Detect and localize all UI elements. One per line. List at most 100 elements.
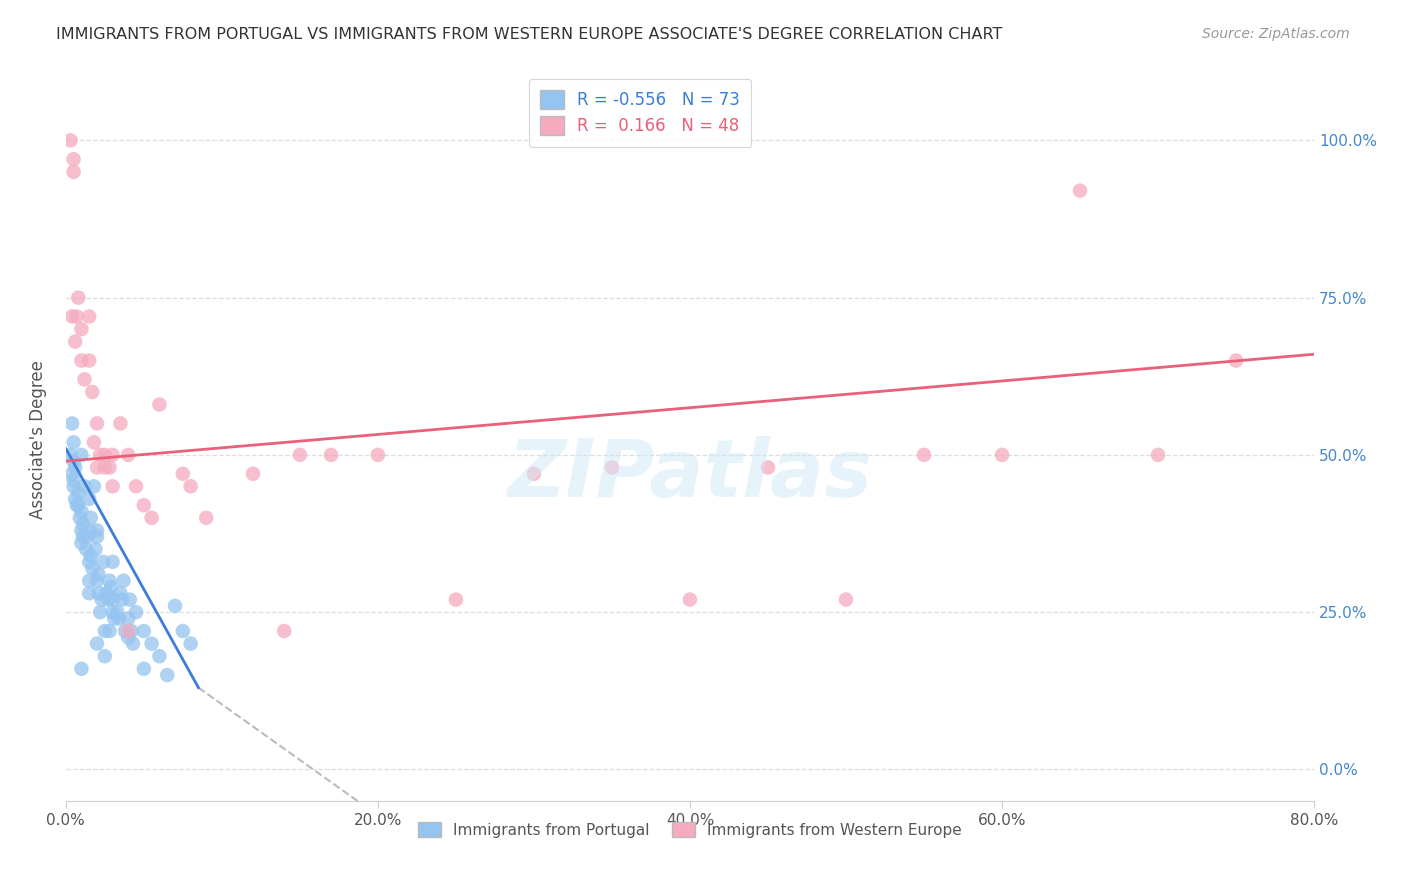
- Point: [756, 460, 779, 475]
- Point: [112, 574, 135, 588]
- Point: [132, 498, 155, 512]
- Point: [195, 510, 218, 524]
- Point: [122, 637, 145, 651]
- Point: [59, 133, 82, 147]
- Point: [86, 530, 108, 544]
- Point: [120, 624, 142, 638]
- Point: [163, 599, 186, 613]
- Point: [82, 384, 104, 399]
- Point: [67, 291, 90, 305]
- Point: [60, 310, 83, 324]
- Point: [77, 555, 100, 569]
- Point: [90, 592, 112, 607]
- Point: [141, 637, 163, 651]
- Point: [991, 448, 1014, 462]
- Point: [114, 624, 136, 638]
- Point: [91, 555, 114, 569]
- Point: [62, 473, 84, 487]
- Point: [62, 165, 84, 179]
- Point: [80, 510, 103, 524]
- Point: [110, 586, 132, 600]
- Point: [101, 592, 124, 607]
- Point: [132, 662, 155, 676]
- Point: [62, 152, 84, 166]
- Point: [141, 510, 163, 524]
- Point: [117, 630, 139, 644]
- Point: [94, 448, 117, 462]
- Point: [86, 460, 108, 475]
- Point: [600, 460, 623, 475]
- Point: [148, 398, 170, 412]
- Point: [73, 479, 96, 493]
- Point: [66, 498, 89, 512]
- Text: ZIPatlas: ZIPatlas: [508, 436, 873, 515]
- Point: [77, 491, 100, 506]
- Point: [108, 611, 131, 625]
- Point: [86, 524, 108, 538]
- Point: [59, 448, 82, 462]
- Point: [75, 542, 97, 557]
- Point: [101, 605, 124, 619]
- Point: [101, 555, 124, 569]
- Point: [77, 353, 100, 368]
- Point: [1069, 184, 1091, 198]
- Point: [83, 479, 105, 493]
- Point: [273, 624, 295, 638]
- Text: Source: ZipAtlas.com: Source: ZipAtlas.com: [1202, 27, 1350, 41]
- Text: IMMIGRANTS FROM PORTUGAL VS IMMIGRANTS FROM WESTERN EUROPE ASSOCIATE'S DEGREE CO: IMMIGRANTS FROM PORTUGAL VS IMMIGRANTS F…: [56, 27, 1002, 42]
- Point: [77, 586, 100, 600]
- Point: [70, 353, 93, 368]
- Point: [63, 460, 86, 475]
- Point: [70, 322, 93, 336]
- Point: [86, 637, 108, 651]
- Point: [76, 530, 98, 544]
- Point: [98, 624, 121, 638]
- Point: [60, 417, 83, 431]
- Point: [70, 662, 93, 676]
- Y-axis label: Associate's Degree: Associate's Degree: [30, 359, 46, 518]
- Point: [132, 624, 155, 638]
- Point: [180, 637, 202, 651]
- Point: [288, 448, 311, 462]
- Point: [125, 479, 148, 493]
- Point: [89, 448, 111, 462]
- Point: [172, 467, 194, 481]
- Point: [62, 435, 84, 450]
- Point: [103, 611, 125, 625]
- Point: [180, 479, 202, 493]
- Point: [62, 454, 84, 468]
- Point: [98, 574, 121, 588]
- Point: [80, 549, 103, 563]
- Point: [523, 467, 546, 481]
- Point: [912, 448, 935, 462]
- Point: [77, 524, 100, 538]
- Point: [148, 649, 170, 664]
- Point: [86, 417, 108, 431]
- Point: [70, 448, 93, 462]
- Point: [84, 542, 107, 557]
- Point: [73, 372, 96, 386]
- Point: [100, 580, 122, 594]
- Point: [70, 524, 93, 538]
- Point: [679, 592, 702, 607]
- Point: [63, 491, 86, 506]
- Point: [70, 504, 93, 518]
- Point: [87, 586, 110, 600]
- Point: [242, 467, 264, 481]
- Point: [63, 334, 86, 349]
- Point: [62, 479, 84, 493]
- Point: [444, 592, 467, 607]
- Point: [69, 510, 91, 524]
- Point: [97, 592, 120, 607]
- Point: [835, 592, 858, 607]
- Point: [117, 611, 139, 625]
- Point: [367, 448, 389, 462]
- Point: [110, 417, 132, 431]
- Point: [77, 574, 100, 588]
- Point: [117, 624, 139, 638]
- Point: [94, 460, 117, 475]
- Point: [156, 668, 179, 682]
- Point: [66, 310, 89, 324]
- Point: [125, 605, 148, 619]
- Point: [96, 586, 118, 600]
